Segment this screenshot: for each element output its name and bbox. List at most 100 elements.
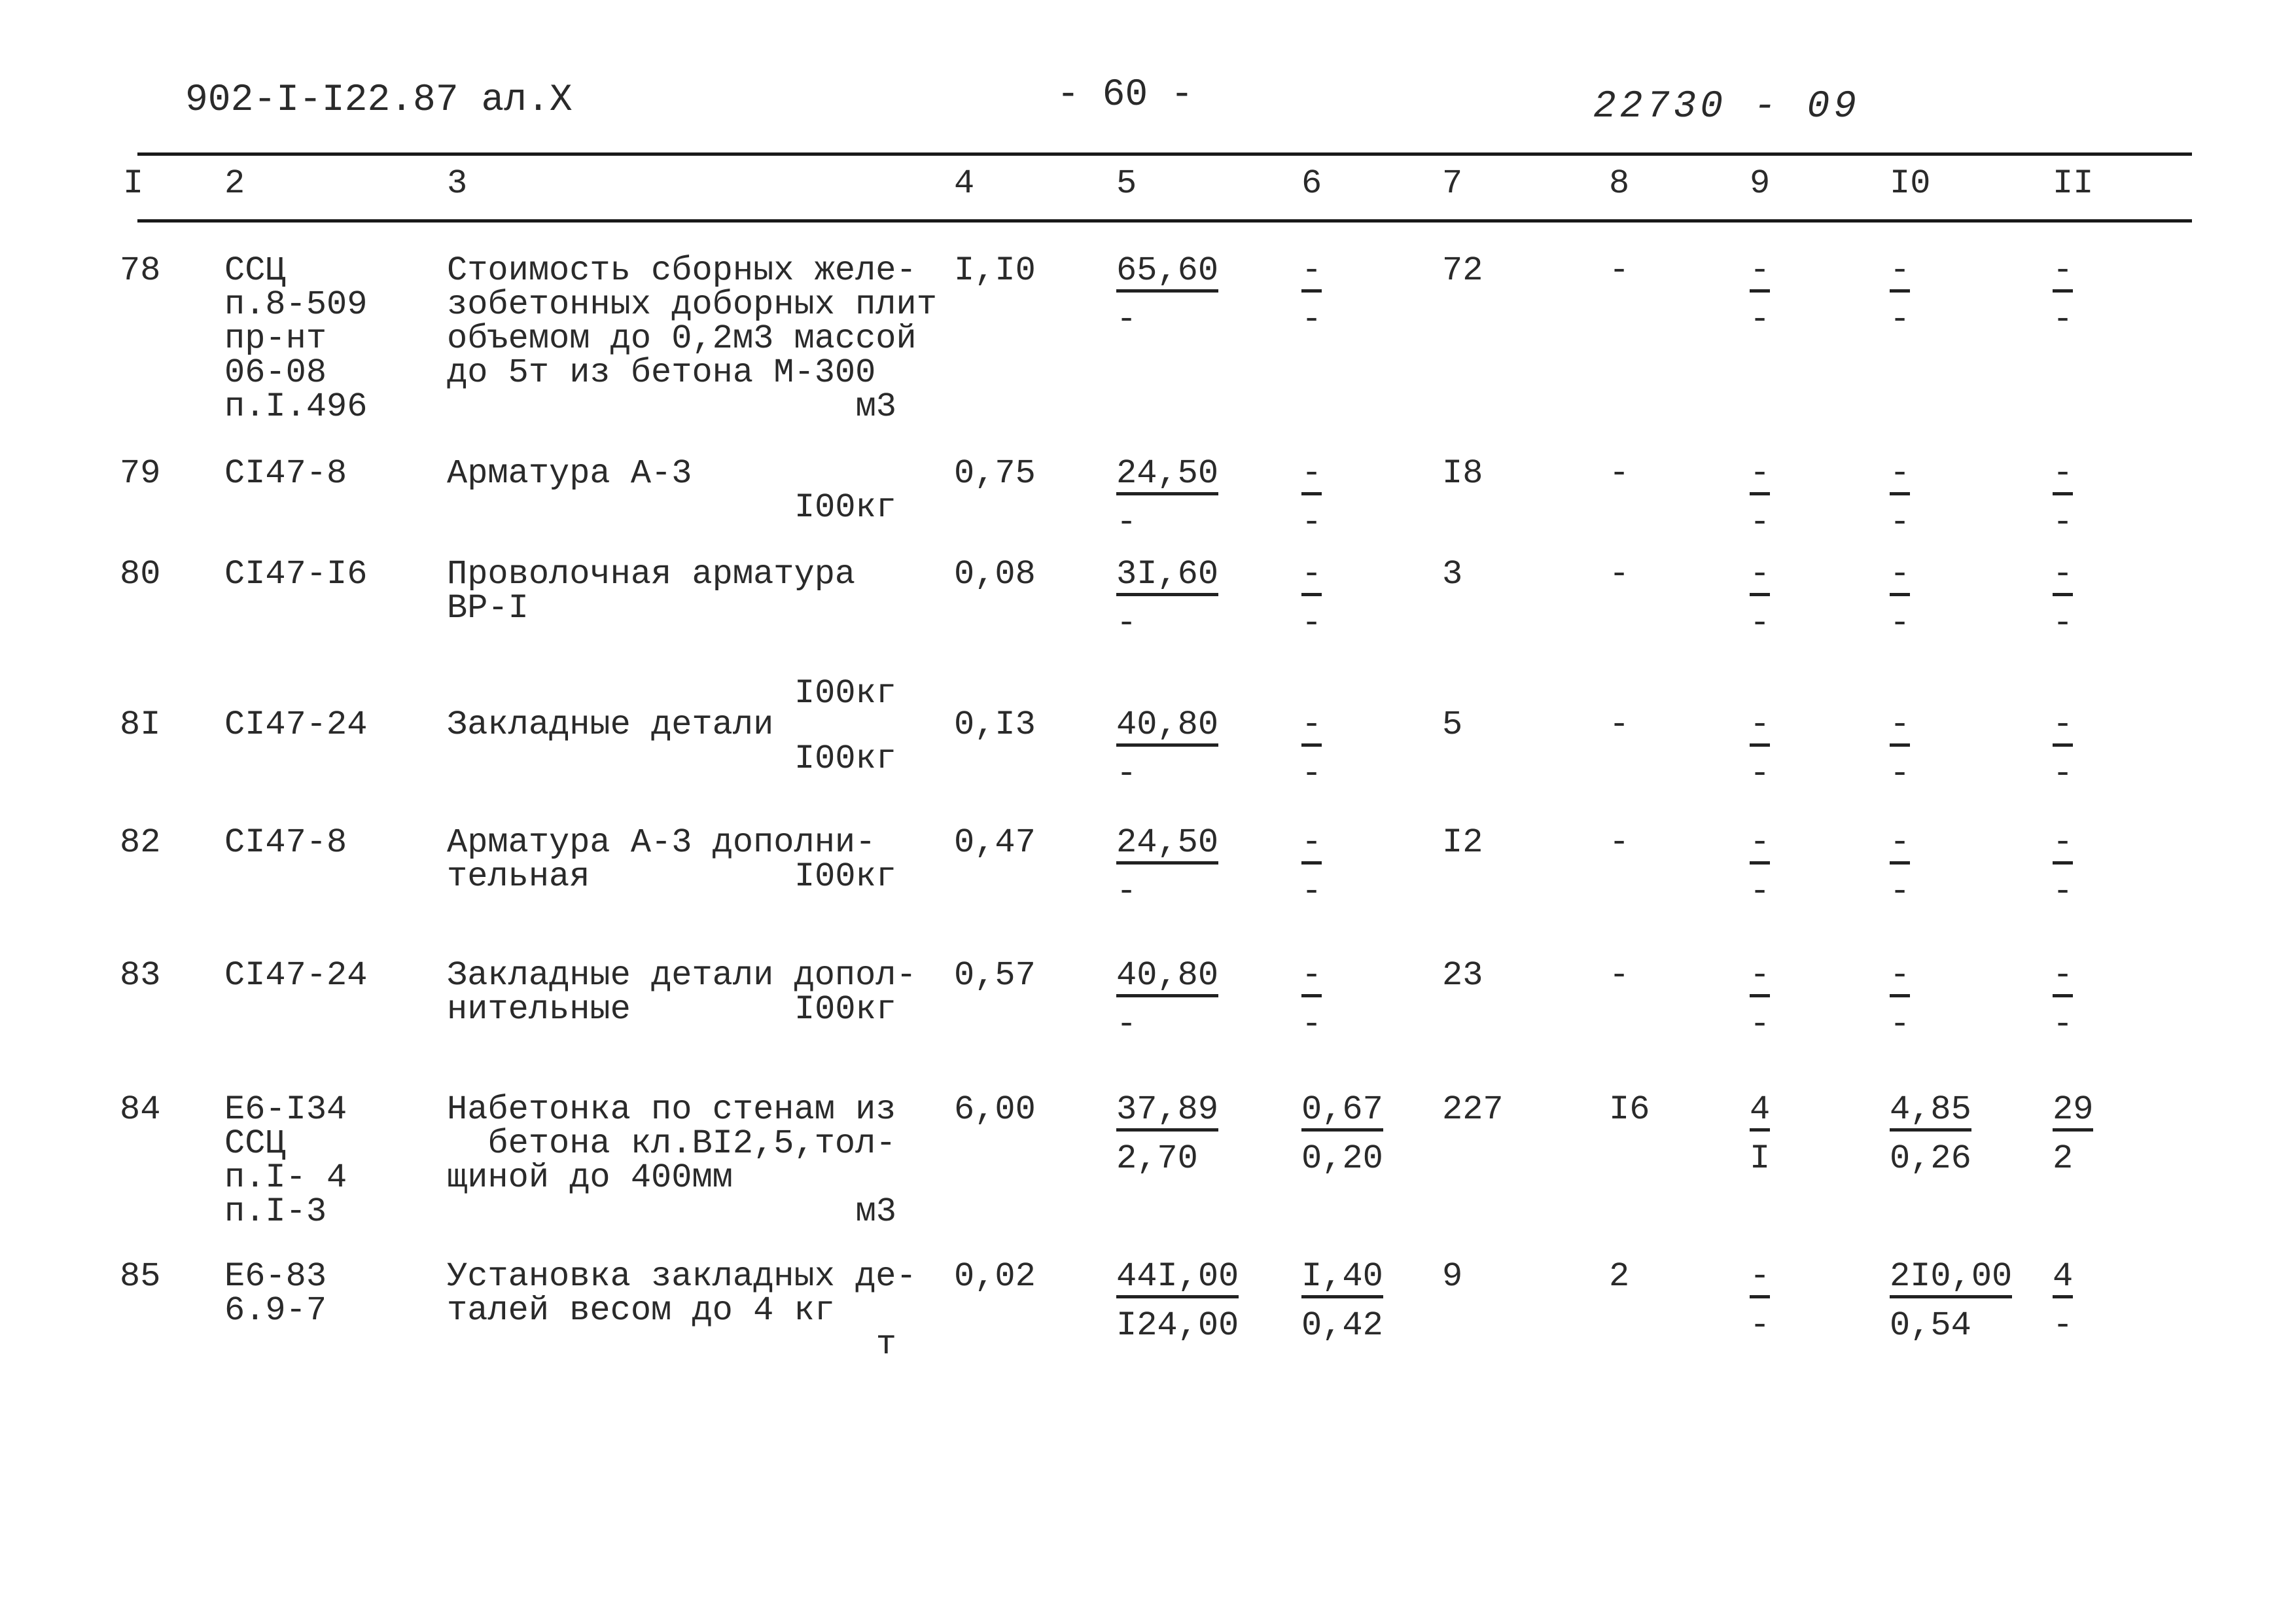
fraction-top: -	[1750, 254, 1771, 293]
value-col8: -	[1609, 956, 1630, 995]
fraction-top: 3I,60	[1116, 558, 1219, 596]
fraction-top: -	[1750, 826, 1771, 865]
value-col7: I2	[1442, 823, 1483, 862]
description-line: Закладные детали	[447, 705, 774, 744]
fraction-top: 4	[2053, 1260, 2074, 1298]
fraction-bottom: -	[2053, 604, 2074, 643]
fraction-top: -	[1890, 558, 1911, 596]
fraction-cell-c6: --	[1301, 708, 1322, 791]
page-number: - 60 -	[1057, 74, 1193, 116]
unit-of-measure: I00кг	[794, 674, 896, 713]
row-number: 82	[120, 823, 161, 862]
header-bottom-rule	[137, 219, 2192, 223]
fraction-cell-c10: --	[1890, 254, 1911, 337]
fraction-bottom: 2,70	[1116, 1139, 1198, 1178]
fraction-bottom: -	[1301, 872, 1322, 911]
fraction-top: 24,50	[1116, 826, 1219, 865]
fraction-top: 40,80	[1116, 708, 1219, 747]
document-number: 22730 - 09	[1593, 86, 1861, 128]
column-header: 8	[1609, 164, 1630, 203]
reference-code-line: ССЦ	[224, 1124, 286, 1163]
reference-code-line: п.I-3	[224, 1192, 327, 1231]
fraction-top: -	[1301, 457, 1322, 495]
fraction-cell-c9: --	[1750, 826, 1771, 911]
fraction-cell-c11: --	[2053, 708, 2074, 791]
description-line: бетона кл.ВI2,5,тол-	[447, 1124, 896, 1163]
fraction-bottom: -	[1890, 872, 1911, 911]
fraction-cell-c11: --	[2053, 959, 2074, 1042]
fraction-bottom: -	[1116, 755, 1137, 793]
quantity: I,I0	[954, 251, 1036, 290]
unit-of-measure: I00кг	[794, 488, 896, 527]
fraction-top: 40,80	[1116, 959, 1219, 997]
reference-code-line: п.I.496	[224, 387, 368, 426]
fraction-top: -	[2053, 457, 2074, 495]
value-col7: I8	[1442, 454, 1483, 493]
fraction-cell-c5: 37,89 2,70	[1116, 1093, 1219, 1178]
fraction-top: 0,67	[1301, 1093, 1383, 1132]
value-col8: I6	[1609, 1090, 1650, 1129]
fraction-cell-c6: --	[1301, 959, 1322, 1042]
value-col8: 2	[1609, 1257, 1630, 1296]
unit-of-measure: м3	[855, 387, 896, 426]
fraction-bottom: -	[1301, 503, 1322, 542]
reference-code-line: Е6-83	[224, 1257, 327, 1296]
quantity: 6,00	[954, 1090, 1036, 1129]
fraction-top: -	[1890, 254, 1911, 293]
fraction-bottom: -	[1890, 1005, 1911, 1044]
column-header: I0	[1890, 164, 1931, 203]
description-line: Набетонка по стенам из	[447, 1090, 896, 1129]
fraction-bottom: -	[1890, 503, 1911, 542]
description-line: Установка закладных де-	[447, 1257, 917, 1296]
fraction-bottom: -	[1750, 872, 1771, 911]
table-top-rule	[137, 152, 2192, 156]
fraction-cell-c6: I,40 0,42	[1301, 1260, 1383, 1343]
reference-code-line: пр-нт	[224, 319, 327, 358]
fraction-bottom: -	[2053, 300, 2074, 339]
fraction-top: -	[1890, 708, 1911, 747]
reference-code-line: СI47-24	[224, 956, 368, 995]
fraction-top: -	[1301, 708, 1322, 747]
description-line: зобетонных доборных плит	[447, 285, 937, 324]
fraction-cell-c11: --	[2053, 826, 2074, 911]
fraction-top: -	[1301, 558, 1322, 596]
fraction-cell-c5: 24,50 -	[1116, 826, 1219, 909]
row-number: 78	[120, 251, 161, 290]
reference-code-line: ССЦ	[224, 251, 286, 290]
value-col8: -	[1609, 251, 1630, 290]
description-line: Арматура А-3 дополни-	[447, 823, 876, 862]
column-header: 5	[1116, 164, 1137, 203]
fraction-cell-c6: --	[1301, 558, 1322, 641]
description-line: нительные	[447, 990, 631, 1029]
fraction-bottom: -	[2053, 872, 2074, 911]
fraction-cell-c9: --	[1750, 1260, 1771, 1343]
unit-of-measure: I00кг	[794, 857, 896, 896]
fraction-top: 4,85	[1890, 1093, 1971, 1132]
fraction-cell-c9: --	[1750, 457, 1771, 540]
value-col7: 23	[1442, 956, 1483, 995]
column-header: I	[123, 164, 144, 203]
value-col8: -	[1609, 454, 1630, 493]
column-header: 3	[447, 164, 468, 203]
value-col8: -	[1609, 555, 1630, 594]
column-header: 4	[954, 164, 975, 203]
fraction-cell-c11: 29 2	[2053, 1093, 2094, 1176]
fraction-top: -	[2053, 708, 2074, 747]
fraction-bottom: -	[1890, 604, 1911, 643]
fraction-top: 29	[2053, 1093, 2094, 1132]
fraction-cell-c11: --	[2053, 254, 2074, 339]
description-line: ВР-I	[447, 589, 529, 628]
fraction-bottom: -	[2053, 1306, 2074, 1345]
fraction-cell-c5: 3I,60 -	[1116, 558, 1219, 641]
quantity: 0,02	[954, 1257, 1036, 1296]
fraction-bottom: -	[1301, 755, 1322, 793]
quantity: 0,75	[954, 454, 1036, 493]
fraction-bottom: -	[1301, 604, 1322, 643]
description-line: щиной до 400мм	[447, 1158, 733, 1197]
fraction-cell-c9: --	[1750, 708, 1771, 791]
fraction-cell-c10: --	[1890, 708, 1911, 791]
fraction-bottom: 0,54	[1890, 1306, 1971, 1345]
document-code: 902-I-I22.87 ал.X	[185, 79, 573, 122]
fraction-bottom: -	[2053, 503, 2074, 542]
